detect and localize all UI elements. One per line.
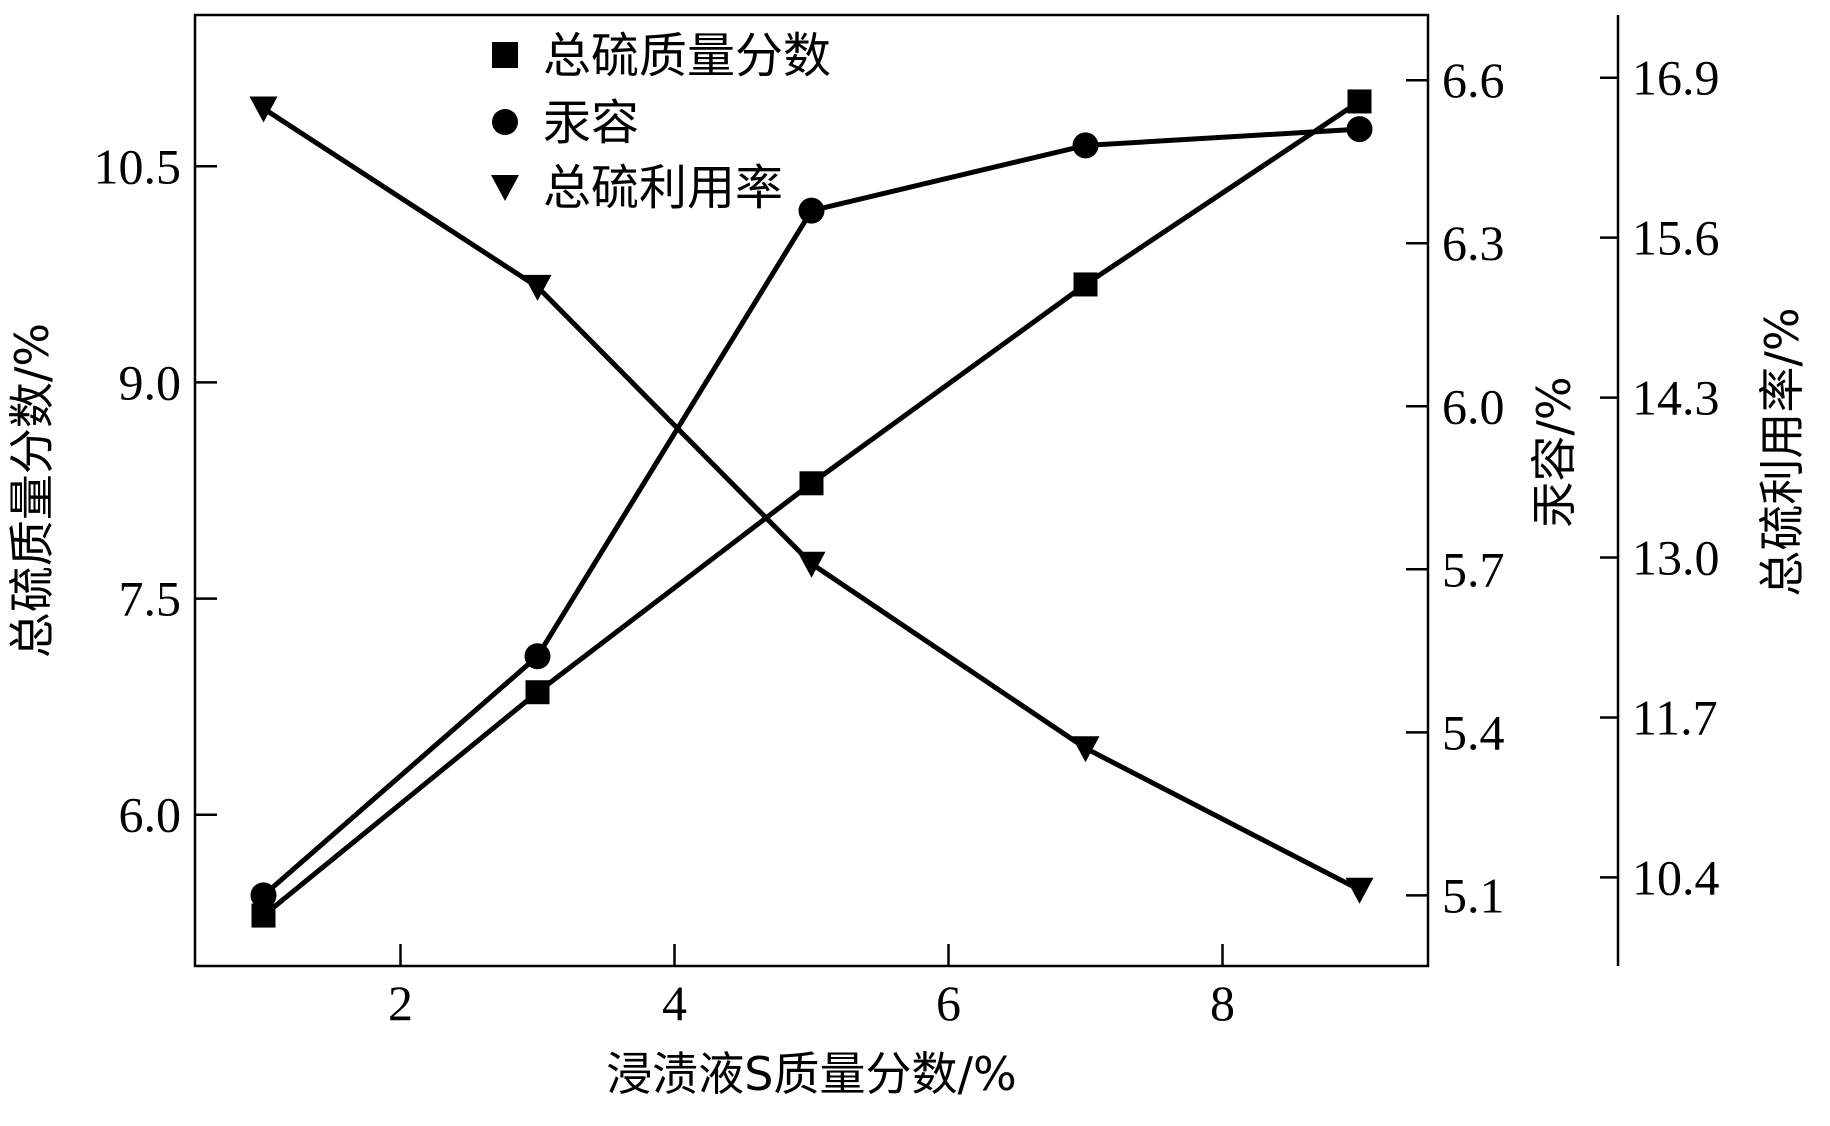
right1-tick-label: 5.4 <box>1442 704 1505 760</box>
marker-square <box>525 680 550 705</box>
right2-tick-label: 14.3 <box>1632 370 1720 426</box>
legend-label-total-sulfur: 总硫质量分数 <box>543 28 831 84</box>
plot-area-border <box>193 13 1430 968</box>
right-y-axis-utilization: 10.4 11.7 13.0 14.3 15.6 16.9 <box>1600 15 1720 966</box>
legend-marker-circle <box>492 109 518 135</box>
right2-tick-label: 16.9 <box>1632 50 1720 106</box>
right2-tick-label: 15.6 <box>1632 210 1720 266</box>
marker-circle <box>524 643 551 670</box>
left-tick-label: 10.5 <box>94 138 182 194</box>
marker-circle <box>1346 116 1373 143</box>
x-tick-label: 6 <box>936 975 961 1031</box>
left-tick-label: 6.0 <box>119 787 182 843</box>
left-axis-title: 总硫质量分数/% <box>5 323 59 658</box>
right2-tick-label: 10.4 <box>1632 849 1720 905</box>
right1-tick-label: 5.7 <box>1442 541 1505 597</box>
marker-circle <box>1072 132 1099 159</box>
marker-square <box>799 471 824 496</box>
x-tick-label: 2 <box>388 975 413 1031</box>
marker-triangle <box>1345 877 1374 904</box>
right1-tick-label: 5.1 <box>1442 867 1505 923</box>
x-axis: 2 4 6 8 <box>388 944 1235 1031</box>
series-group <box>249 89 1374 928</box>
left-tick-label: 7.5 <box>119 571 182 627</box>
series-line-2 <box>262 106 1361 892</box>
legend-label-mercury-capacity: 汞容 <box>543 95 639 151</box>
marker-triangle <box>249 96 278 123</box>
right1-tick-label: 6.0 <box>1442 378 1505 434</box>
marker-circle <box>798 197 825 224</box>
marker-triangle <box>523 274 552 301</box>
marker-square <box>1073 272 1098 297</box>
marker-triangle <box>1071 736 1100 763</box>
left-tick-label: 9.0 <box>119 354 182 410</box>
left-y-axis: 6.0 7.5 9.0 10.5 <box>94 138 217 843</box>
legend-label-sulfur-utilization: 总硫利用率 <box>543 160 783 216</box>
right-axis-title-utilization: 总硫利用率/% <box>1755 307 1809 596</box>
right2-tick-label: 11.7 <box>1632 689 1718 745</box>
x-tick-label: 4 <box>662 975 687 1031</box>
right-y-axis-mercury: 5.1 5.4 5.7 6.0 6.3 6.6 <box>1406 52 1505 923</box>
marker-square <box>1347 89 1372 114</box>
x-axis-title: 浸渍液S质量分数/% <box>606 1047 1016 1101</box>
legend-marker-square <box>492 42 518 68</box>
legend-marker-triangle <box>491 175 519 201</box>
x-tick-label: 8 <box>1210 975 1235 1031</box>
right1-tick-label: 6.3 <box>1442 215 1505 271</box>
marker-circle <box>250 882 277 909</box>
marker-triangle <box>797 551 826 578</box>
plot-frame <box>193 13 1430 968</box>
legend: 总硫质量分数 汞容 总硫利用率 <box>491 28 831 216</box>
right1-tick-label: 6.6 <box>1442 52 1505 108</box>
right2-tick-label: 13.0 <box>1632 530 1720 586</box>
right-axis-title-mercury: 汞容/% <box>1527 376 1581 527</box>
